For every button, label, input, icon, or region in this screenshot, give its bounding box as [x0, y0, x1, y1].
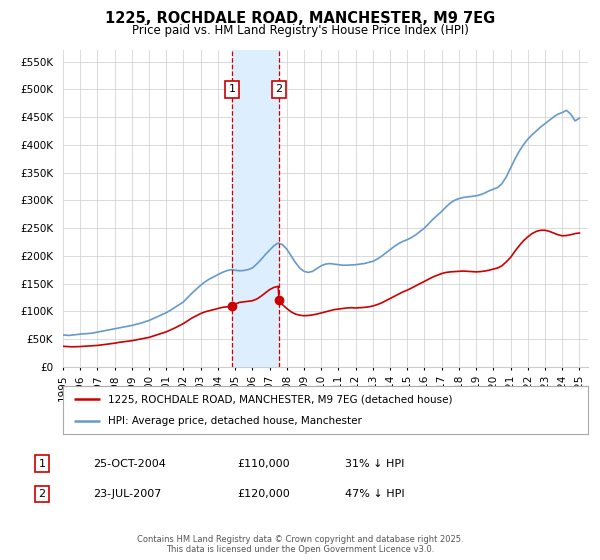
Text: 1225, ROCHDALE ROAD, MANCHESTER, M9 7EG (detached house): 1225, ROCHDALE ROAD, MANCHESTER, M9 7EG … — [107, 394, 452, 404]
Text: £120,000: £120,000 — [237, 489, 290, 499]
Text: 25-OCT-2004: 25-OCT-2004 — [93, 459, 166, 469]
Text: 1225, ROCHDALE ROAD, MANCHESTER, M9 7EG: 1225, ROCHDALE ROAD, MANCHESTER, M9 7EG — [105, 11, 495, 26]
Text: 2: 2 — [38, 489, 46, 499]
Text: HPI: Average price, detached house, Manchester: HPI: Average price, detached house, Manc… — [107, 416, 361, 426]
Text: 1: 1 — [38, 459, 46, 469]
Text: 47% ↓ HPI: 47% ↓ HPI — [345, 489, 404, 499]
Text: 31% ↓ HPI: 31% ↓ HPI — [345, 459, 404, 469]
Text: £110,000: £110,000 — [237, 459, 290, 469]
Text: 23-JUL-2007: 23-JUL-2007 — [93, 489, 161, 499]
Text: Price paid vs. HM Land Registry's House Price Index (HPI): Price paid vs. HM Land Registry's House … — [131, 24, 469, 37]
Text: 2: 2 — [275, 84, 283, 94]
Text: 1: 1 — [229, 84, 235, 94]
Text: Contains HM Land Registry data © Crown copyright and database right 2025.
This d: Contains HM Land Registry data © Crown c… — [137, 535, 463, 554]
Bar — [232, 50, 279, 367]
